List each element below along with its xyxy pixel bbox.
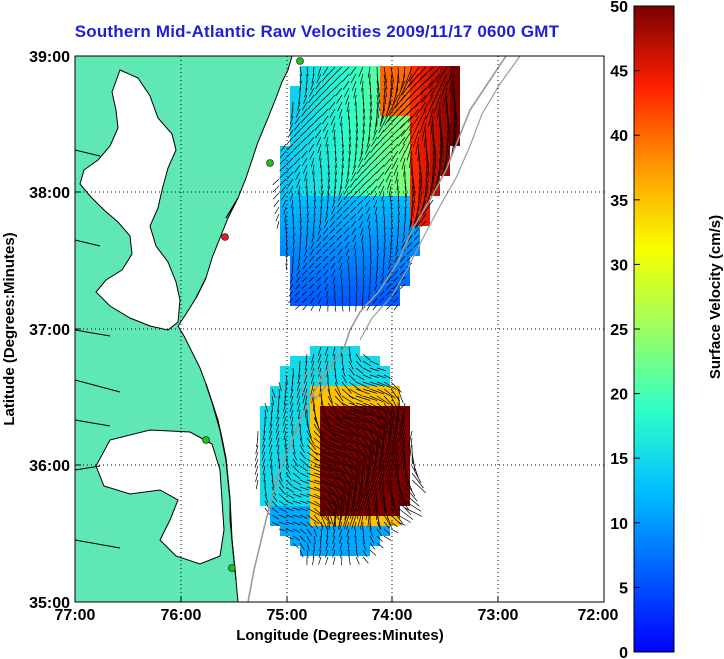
station-marker <box>221 233 229 241</box>
x-tick-label: 75:00 <box>267 607 308 624</box>
station-marker <box>228 564 236 572</box>
grid-lines <box>75 56 604 602</box>
colorbar-tick-label: 0 <box>619 645 628 659</box>
colorbar-tick-label: 40 <box>610 128 628 145</box>
x-tick-label: 72:00 <box>578 607 619 624</box>
station-marker <box>296 57 304 65</box>
velocity-field-north <box>272 66 460 312</box>
colorbar-tick-label: 5 <box>619 580 628 597</box>
x-tick-label: 77:00 <box>55 607 96 624</box>
map-title: Southern Mid-Atlantic Raw Velocities 200… <box>74 22 560 41</box>
x-tick-label: 76:00 <box>161 607 202 624</box>
x-axis-label: Longitude (Degrees:Minutes) <box>236 627 444 644</box>
colorbar-tick-label: 45 <box>610 64 628 81</box>
station-marker <box>202 436 210 444</box>
station-marker <box>266 159 274 167</box>
chesapeake-bay <box>79 69 181 331</box>
y-tick-label: 37:00 <box>29 322 70 339</box>
bathymetry-blob <box>301 369 327 399</box>
colorbar <box>633 5 675 653</box>
barrier-islands <box>195 197 239 581</box>
velocity-field-south <box>254 346 427 566</box>
colorbar-label: Surface Velocity (cm/s) <box>707 215 724 379</box>
y-tick-label: 35:00 <box>29 595 70 612</box>
x-tick-label: 73:00 <box>478 607 519 624</box>
colorbar-tick-label: 10 <box>610 516 628 533</box>
bathymetry-contour-2 <box>359 56 521 341</box>
colorbar-tick-label: 25 <box>610 322 628 339</box>
tick-marks <box>74 55 605 603</box>
colorbar-tick-label: 20 <box>610 387 628 404</box>
x-tick-label: 74:00 <box>372 607 413 624</box>
colorbar-tick-label: 35 <box>610 193 628 210</box>
y-tick-label: 39:00 <box>29 49 70 66</box>
colorbar-tick-label: 15 <box>610 451 628 468</box>
colorbar-tick-label: 50 <box>610 0 628 16</box>
bathymetry-contour <box>247 56 507 602</box>
river-lines <box>75 149 121 549</box>
colorbar-tick-label: 30 <box>610 257 628 274</box>
y-tick-label: 36:00 <box>29 458 70 475</box>
y-tick-label: 38:00 <box>29 185 70 202</box>
y-axis-label: Latitude (Degrees:Minutes) <box>1 232 18 425</box>
